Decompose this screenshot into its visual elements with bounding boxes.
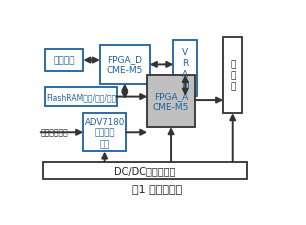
Text: DC/DC电源及滤波: DC/DC电源及滤波 [114, 166, 176, 176]
Text: 数字通信: 数字通信 [54, 56, 75, 65]
Text: FlashRAM程序/字库/图片: FlashRAM程序/字库/图片 [46, 93, 116, 102]
Text: 视频输入信号: 视频输入信号 [41, 128, 68, 137]
Text: 图1 系统结构图: 图1 系统结构图 [132, 183, 182, 193]
Bar [43, 162, 247, 180]
Text: V
R
A
M: V R A M [181, 47, 189, 90]
Bar [174, 41, 197, 96]
Bar [45, 50, 83, 72]
Bar [223, 37, 242, 114]
Text: ADV7180
视频转换
单元: ADV7180 视频转换 单元 [84, 117, 125, 148]
Bar [147, 76, 195, 128]
Text: 液
晶
屏: 液 晶 屏 [230, 60, 235, 91]
Bar [100, 46, 150, 84]
Bar [83, 114, 126, 152]
Text: FPGA_A
CME-M5: FPGA_A CME-M5 [153, 92, 189, 112]
Bar [45, 88, 117, 107]
Text: FPGA_D
CME-M5: FPGA_D CME-M5 [106, 55, 143, 75]
